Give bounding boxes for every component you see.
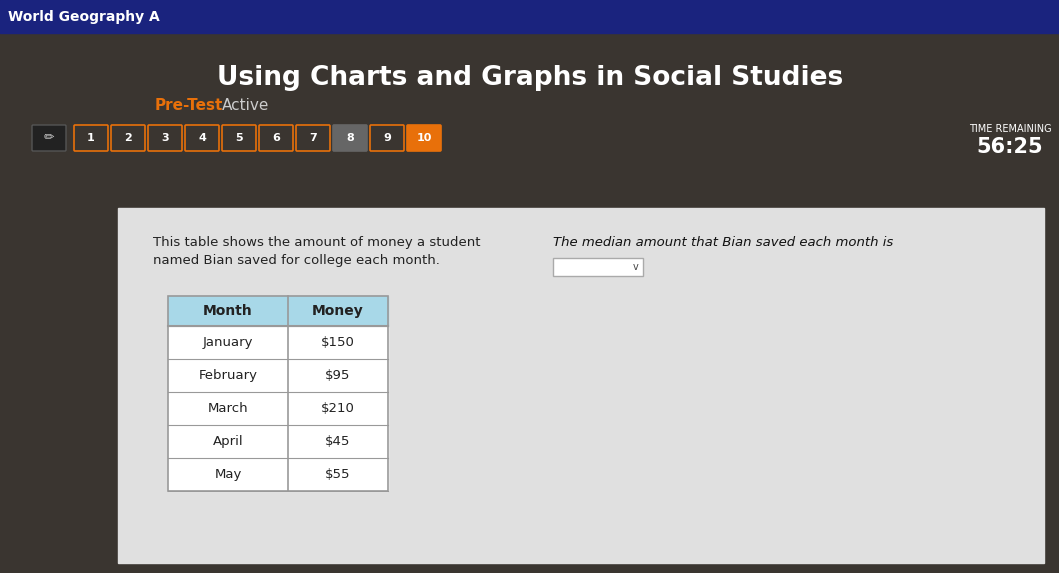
Bar	[168, 326, 388, 359]
Text: 8: 8	[346, 133, 354, 143]
Text: This table shows the amount of money a student: This table shows the amount of money a s…	[152, 236, 481, 249]
FancyBboxPatch shape	[111, 125, 145, 151]
Text: Active: Active	[222, 99, 269, 113]
Text: Month: Month	[203, 304, 253, 318]
Bar	[168, 359, 388, 392]
FancyBboxPatch shape	[74, 125, 108, 151]
Text: $95: $95	[325, 369, 351, 382]
FancyBboxPatch shape	[148, 125, 182, 151]
FancyBboxPatch shape	[297, 125, 330, 151]
Text: $150: $150	[321, 336, 355, 349]
Text: $210: $210	[321, 402, 355, 415]
FancyBboxPatch shape	[259, 125, 293, 151]
Bar	[0, 0, 1059, 33]
Bar	[168, 296, 388, 326]
Text: 5: 5	[235, 133, 243, 143]
Text: 4: 4	[198, 133, 205, 143]
Text: April: April	[213, 435, 244, 448]
Text: $55: $55	[325, 468, 351, 481]
Text: 1: 1	[87, 133, 95, 143]
Text: Pre-Test: Pre-Test	[155, 99, 223, 113]
FancyBboxPatch shape	[32, 125, 66, 151]
FancyBboxPatch shape	[407, 125, 441, 151]
Text: March: March	[208, 402, 248, 415]
Text: Using Charts and Graphs in Social Studies: Using Charts and Graphs in Social Studie…	[217, 65, 843, 91]
Bar	[168, 458, 388, 491]
Text: ✏: ✏	[43, 131, 54, 144]
FancyBboxPatch shape	[333, 125, 367, 151]
Text: 10: 10	[416, 133, 432, 143]
Text: $45: $45	[325, 435, 351, 448]
Text: The median amount that Bian saved each month is: The median amount that Bian saved each m…	[553, 236, 894, 249]
Bar	[168, 392, 388, 425]
Text: 7: 7	[309, 133, 317, 143]
Bar	[168, 296, 388, 491]
Text: 9: 9	[383, 133, 391, 143]
Text: May: May	[214, 468, 241, 481]
Text: v: v	[632, 262, 639, 272]
Text: named Bian saved for college each month.: named Bian saved for college each month.	[152, 254, 439, 267]
FancyBboxPatch shape	[370, 125, 403, 151]
Text: 6: 6	[272, 133, 280, 143]
Text: TIME REMAINING: TIME REMAINING	[969, 124, 1052, 134]
Text: 3: 3	[161, 133, 168, 143]
Text: February: February	[198, 369, 257, 382]
Text: Money: Money	[312, 304, 364, 318]
Text: 56:25: 56:25	[976, 137, 1043, 157]
Text: World Geography A: World Geography A	[8, 10, 160, 23]
Bar	[168, 425, 388, 458]
Text: January: January	[202, 336, 253, 349]
Bar	[118, 208, 1044, 563]
FancyBboxPatch shape	[185, 125, 219, 151]
Bar	[0, 33, 1059, 208]
Text: 2: 2	[124, 133, 132, 143]
FancyBboxPatch shape	[222, 125, 256, 151]
Bar	[553, 258, 643, 276]
